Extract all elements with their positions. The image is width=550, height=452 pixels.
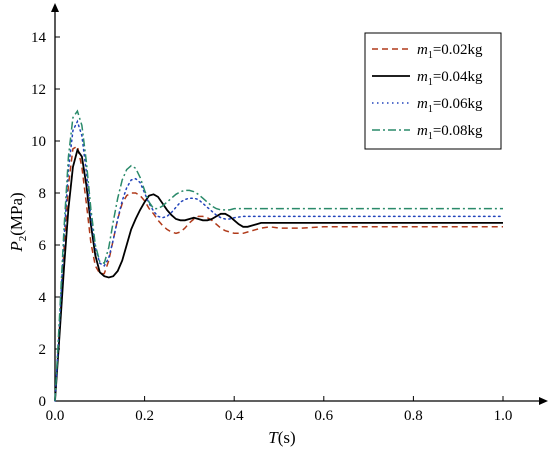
- y-tick-label: 0: [39, 394, 47, 410]
- y-tick-label: 4: [39, 290, 47, 306]
- series-line-2: [54, 147, 503, 402]
- chart-legend: m1=0.02kg m1=0.04kg m1=0.06kg m1=0.08kg: [364, 32, 502, 150]
- legend-label-4: m1=0.08kg: [417, 123, 483, 142]
- x-tick-label: 0.8: [404, 408, 423, 424]
- x-tick-label: 0.4: [225, 408, 244, 424]
- x-axis-label: T(s): [268, 428, 295, 447]
- x-tick-label: 0.6: [314, 408, 333, 424]
- y-tick-label: 8: [39, 186, 47, 202]
- y-tick-label: 12: [31, 82, 46, 98]
- legend-label-3: m1=0.06kg: [417, 96, 483, 115]
- y-tick-label: 6: [39, 238, 47, 254]
- series-line-4: [54, 109, 503, 402]
- x-tick-label: 1.0: [494, 408, 513, 424]
- x-tick-label: 0.2: [135, 408, 154, 424]
- y-tick-label: 14: [31, 30, 47, 46]
- y-axis-label: P2(MPa): [7, 192, 29, 252]
- x-axis-arrow: [539, 397, 548, 405]
- plot-area: [54, 109, 504, 402]
- x-tick-label: 0.0: [46, 408, 65, 424]
- legend-box: [364, 32, 502, 150]
- legend-label-2: m1=0.04kg: [417, 69, 483, 88]
- series-line-3: [54, 119, 504, 402]
- series-line-1: [54, 145, 503, 402]
- y-axis-arrow: [51, 3, 59, 12]
- y-tick-label: 10: [31, 134, 46, 150]
- chart-axes: [51, 3, 548, 405]
- chart-ticks: 0.0 0.2 0.4 0.6 0.8 1.0 0 2 4 6 8 10 12 14: [31, 30, 512, 424]
- legend-label-1: m1=0.02kg: [417, 42, 483, 61]
- y-tick-label: 2: [39, 342, 47, 358]
